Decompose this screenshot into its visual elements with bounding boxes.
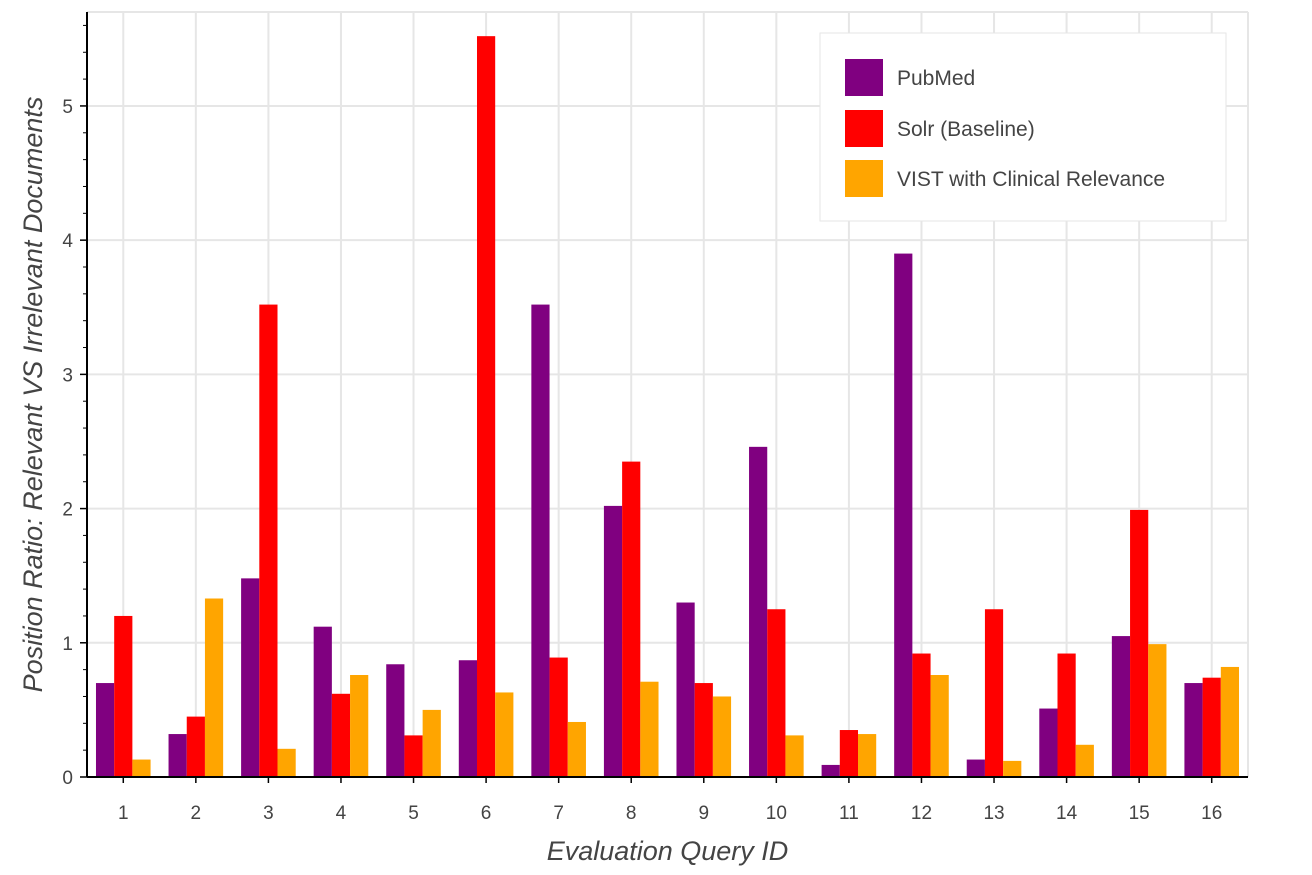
x-tick-label: 1 <box>118 803 129 824</box>
bar-solr-q12 <box>912 653 931 777</box>
y-tick-label: 5 <box>62 97 73 118</box>
y-tick-label: 3 <box>62 365 73 386</box>
bar-vist-q13 <box>1003 760 1022 777</box>
bar-pubmed-q14 <box>1039 708 1058 777</box>
legend-swatch-solr <box>845 110 883 147</box>
x-tick-label: 11 <box>839 803 859 824</box>
bar-pubmed-q7 <box>531 304 550 777</box>
x-tick-label: 6 <box>481 803 492 824</box>
x-tick-label: 4 <box>336 803 347 824</box>
y-tick-label: 2 <box>62 500 73 521</box>
bar-solr-q10 <box>767 609 786 777</box>
bar-solr-q5 <box>404 735 423 777</box>
bar-solr-q11 <box>839 730 859 777</box>
bar-solr-q2 <box>186 716 205 777</box>
y-tick-label: 4 <box>62 231 73 252</box>
bar-vist-q7 <box>567 721 586 777</box>
bar-pubmed-q10 <box>749 446 768 777</box>
bar-pubmed-q15 <box>1111 636 1131 777</box>
bar-vist-q14 <box>1075 744 1094 777</box>
bar-vist-q15 <box>1148 644 1167 777</box>
bar-pubmed-q5 <box>386 664 405 777</box>
bar-solr-q8 <box>622 461 641 777</box>
bar-vist-q12 <box>930 675 949 777</box>
x-tick-label: 14 <box>1056 803 1078 824</box>
x-tick-label: 8 <box>626 803 637 824</box>
bar-solr-q14 <box>1057 653 1076 777</box>
y-tick-label: 1 <box>62 634 73 655</box>
x-tick-label: 12 <box>911 803 932 824</box>
bar-solr-q4 <box>331 693 351 777</box>
bar-vist-q3 <box>277 748 296 777</box>
x-axis-title: Evaluation Query ID <box>547 836 789 866</box>
bar-pubmed-q6 <box>458 660 477 777</box>
bar-pubmed-q4 <box>313 626 332 777</box>
bar-pubmed-q11 <box>821 764 840 777</box>
bar-vist-q10 <box>785 735 804 777</box>
bar-pubmed-q9 <box>676 602 695 777</box>
x-tick-label: 15 <box>1129 803 1150 824</box>
bar-solr-q1 <box>114 615 133 777</box>
x-tick-label: 10 <box>766 803 787 824</box>
x-tick-label: 2 <box>191 803 202 824</box>
bar-vist-q11 <box>858 734 877 777</box>
x-tick-label: 3 <box>263 803 274 824</box>
legend: PubMed Solr (Baseline) VIST with Clinica… <box>819 32 1227 222</box>
bar-solr-q15 <box>1130 509 1149 777</box>
x-tick-label: 9 <box>698 803 709 824</box>
legend-label-solr: Solr (Baseline) <box>897 118 1035 141</box>
bar-pubmed-q13 <box>966 759 985 777</box>
bar-solr-q13 <box>984 609 1004 777</box>
bar-pubmed-q16 <box>1184 683 1203 777</box>
bars <box>95 36 1240 777</box>
x-tick-label: 13 <box>983 803 1004 824</box>
axes <box>80 12 1248 783</box>
bar-vist-q2 <box>204 598 224 777</box>
bar-pubmed-q8 <box>603 505 623 777</box>
bar-solr-q9 <box>694 683 713 777</box>
bar-vist-q16 <box>1220 666 1240 777</box>
x-tick-label: 5 <box>408 803 419 824</box>
x-tick-label: 7 <box>553 803 564 824</box>
bar-pubmed-q1 <box>95 683 115 777</box>
bar-vist-q1 <box>132 759 151 777</box>
bar-solr-q7 <box>549 657 568 777</box>
legend-swatch-pubmed <box>845 59 883 96</box>
bar-vist-q6 <box>495 692 514 777</box>
legend-label-vist: VIST with Clinical Relevance <box>897 168 1165 191</box>
y-axis-title: Position Ratio: Relevant VS Irrelevant D… <box>18 97 48 693</box>
bar-vist-q9 <box>712 696 732 777</box>
bar-solr-q3 <box>259 304 278 777</box>
bar-vist-q8 <box>640 681 659 777</box>
y-tick-label: 0 <box>62 768 73 789</box>
legend-label-pubmed: PubMed <box>897 67 975 90</box>
bar-pubmed-q3 <box>241 578 260 777</box>
x-tick-label: 16 <box>1201 803 1222 824</box>
legend-box <box>819 32 1227 222</box>
bar-solr-q16 <box>1202 677 1221 777</box>
legend-swatch-vist <box>845 160 883 197</box>
bar-pubmed-q12 <box>894 253 913 777</box>
bar-pubmed-q2 <box>168 734 187 777</box>
bar-vist-q5 <box>422 709 441 777</box>
bar-vist-q4 <box>350 675 369 777</box>
bar-solr-q6 <box>476 36 496 777</box>
